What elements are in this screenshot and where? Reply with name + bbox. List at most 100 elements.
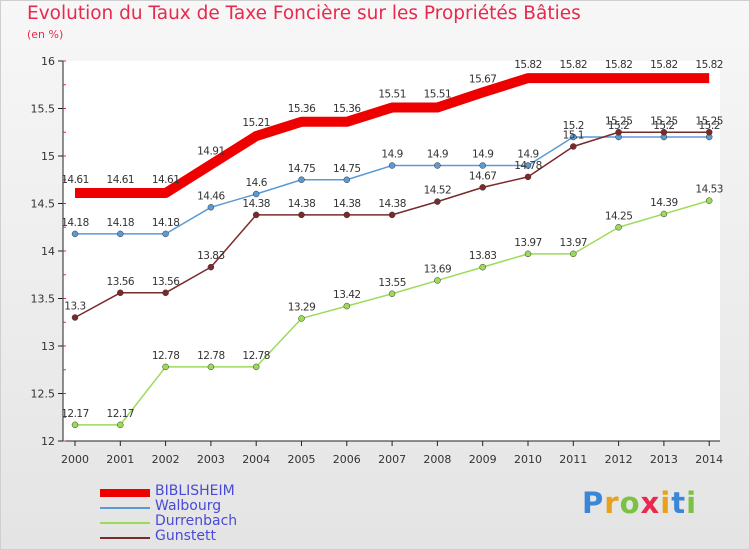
data-label: 15.82: [650, 59, 678, 71]
x-tick-label: 2012: [605, 453, 633, 466]
x-tick-label: 2002: [152, 453, 180, 466]
x-tick-label: 2003: [197, 453, 225, 466]
data-point: [71, 314, 79, 321]
data-point: [570, 133, 577, 141]
data-label: 14.9: [381, 149, 402, 161]
data-point: [117, 421, 124, 429]
x-tick-label: 2011: [559, 453, 587, 466]
data-label: 13.69: [424, 263, 452, 275]
logo-letter: x: [640, 486, 661, 520]
data-label: 13.97: [514, 237, 542, 249]
x-tick-label: 2010: [514, 453, 542, 466]
data-label: 15.82: [560, 59, 588, 71]
data-label: 14.6: [246, 177, 268, 189]
y-tick-label: 13: [41, 340, 55, 353]
legend-swatch: [100, 489, 150, 497]
y-axis-unit: (en %): [27, 28, 64, 41]
data-point: [252, 211, 260, 219]
data-label: 14.61: [107, 174, 135, 186]
legend-item-walbourg: Walbourg: [100, 498, 300, 515]
data-label: 14.18: [107, 217, 135, 229]
data-label: 14.78: [514, 160, 542, 172]
data-label: 15.2: [699, 120, 720, 132]
data-point: [434, 198, 441, 205]
data-label: 15.25: [650, 115, 678, 127]
x-tick-label: 2008: [423, 453, 451, 466]
data-point: [117, 289, 124, 297]
y-tick-label: 13.5: [31, 293, 56, 306]
legend-label: Walbourg: [155, 498, 222, 514]
data-point: [660, 210, 668, 218]
data-label: 13.42: [333, 289, 361, 301]
data-label: 14.39: [650, 197, 678, 209]
data-label: 14.53: [695, 184, 723, 196]
data-label: 14.75: [333, 163, 361, 175]
plot-area: [63, 61, 720, 441]
data-label: 14.46: [197, 190, 225, 202]
data-label: 15.51: [424, 89, 452, 101]
chart-title: Evolution du Taux de Taxe Foncière sur l…: [27, 3, 581, 24]
y-tick-label: 12.5: [31, 388, 56, 401]
data-label: 13.29: [288, 301, 316, 313]
proxiti-logo: Proxiti: [582, 486, 697, 520]
data-label: 15.1: [563, 130, 584, 142]
data-point: [162, 230, 169, 238]
data-point: [207, 363, 215, 371]
data-label: 13.3: [64, 301, 85, 313]
data-point: [162, 363, 169, 371]
data-label: 14.61: [152, 174, 180, 186]
data-label: 14.38: [378, 198, 406, 210]
logo-letter: o: [619, 486, 641, 520]
data-point: [660, 129, 668, 136]
y-tick-label: 14.5: [31, 198, 56, 211]
logo-letter: P: [582, 486, 605, 520]
data-point: [705, 129, 713, 136]
y-tick-label: 16: [41, 55, 55, 68]
data-point: [388, 211, 396, 219]
data-label: 14.91: [197, 146, 225, 158]
x-tick-label: 2004: [242, 453, 270, 466]
data-label: 14.75: [288, 163, 316, 175]
data-label: 14.67: [469, 170, 497, 182]
legend-swatch: [100, 522, 150, 524]
data-point: [117, 230, 124, 238]
data-label: 12.17: [61, 408, 89, 420]
logo-letter: i: [686, 486, 698, 520]
data-label: 14.38: [333, 198, 361, 210]
data-point: [298, 211, 305, 219]
data-point: [252, 190, 260, 198]
data-label: 15.25: [605, 115, 633, 127]
data-point: [524, 173, 532, 181]
data-label: 15.82: [605, 59, 633, 71]
data-label: 15.21: [242, 117, 270, 129]
y-tick-label: 15: [41, 150, 55, 163]
x-tick-label: 2007: [378, 453, 406, 466]
logo-letter: r: [604, 486, 620, 520]
data-point: [162, 289, 169, 297]
logo-letter: i: [660, 486, 672, 520]
x-tick-label: 2013: [650, 453, 678, 466]
y-tick-label: 14: [41, 245, 55, 258]
data-label: 15.67: [469, 73, 497, 85]
data-point: [252, 363, 260, 371]
x-tick-label: 2000: [61, 453, 89, 466]
data-point: [298, 176, 305, 183]
legend-swatch: [100, 537, 150, 539]
data-label: 13.56: [107, 276, 135, 288]
legend-item-biblisheim: BIBLISHEIM: [100, 483, 300, 500]
x-tick-label: 2014: [695, 453, 723, 466]
x-tick-label: 2006: [333, 453, 361, 466]
data-label: 15.25: [695, 115, 723, 127]
data-label: 14.9: [472, 149, 493, 161]
legend-item-durrenbach: Durrenbach: [100, 513, 300, 530]
logo-letter: t: [671, 486, 687, 520]
data-label: 15.51: [378, 89, 406, 101]
data-point: [343, 176, 351, 183]
data-point: [479, 184, 486, 191]
data-point: [298, 315, 305, 322]
data-label: 13.83: [469, 250, 497, 262]
data-label: 13.56: [152, 276, 180, 288]
legend-label: BIBLISHEIM: [155, 483, 235, 499]
data-label: 12.78: [197, 350, 225, 362]
data-point: [434, 162, 441, 169]
